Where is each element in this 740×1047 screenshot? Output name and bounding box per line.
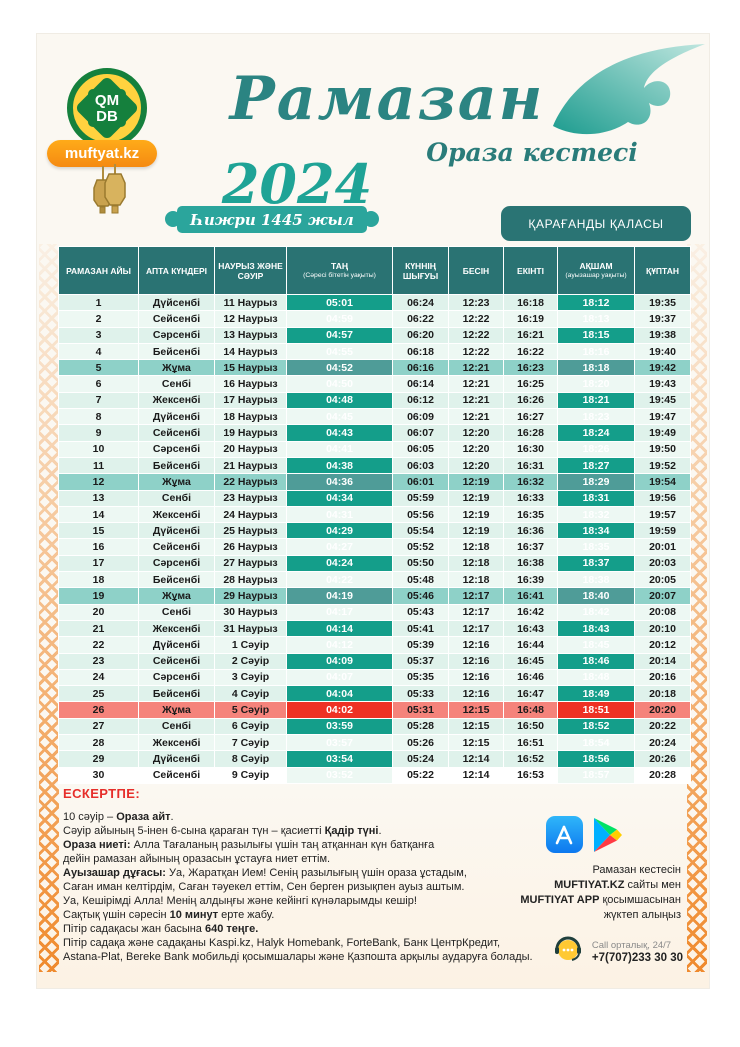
download-line: Рамазан кестесін (592, 864, 681, 876)
download-text: Рамазан кестесін MUFTIYAT.KZ сайты мен MUF… (507, 863, 687, 923)
table-body: 1 Дүйсенбі 11 Наурыз 05:01 06:24 12:23 16:18 18… (58, 293, 691, 784)
table-row-day-18: 18 Бейсенбі 28 Наурыз 04:22 05:48 12:18 16:39 1… (58, 571, 691, 589)
table-row-day-12: 12 Жұма 22 Наурыз 04:36 06:01 12:19 16:32 18:29… (58, 473, 691, 491)
call-number[interactable]: +7(707)233 30 30 (591, 951, 683, 964)
column-header-tan: ТАҢ (Сәресі бітетін уақыты) (286, 246, 393, 295)
table-row-day-19: 19 Жұма 29 Наурыз 04:19 05:46 12:17 16:41 18:40… (58, 587, 691, 605)
muftyat-kz-badge[interactable]: muftyat.kz (47, 140, 157, 167)
page-title: Рамазан (229, 64, 545, 134)
download-line: жүктеп алыңыз (603, 909, 681, 921)
note-line: Пітір садақасы жан басына 640 теңге. (63, 923, 259, 935)
note-line: Ауызашар дұғасы: Уа, Жаратқан Ием! Сенің… (63, 867, 467, 879)
svg-text:DB: DB (96, 108, 118, 125)
download-line: MUFTIYAT.KZ сайты мен (554, 879, 681, 891)
ornament-border-right (687, 244, 707, 972)
column-header-ekinti: ЕКІНТІ (503, 246, 558, 295)
table-row-day-10: 10 Сәрсенбі 20 Наурыз 04:41 06:05 12:20 16:30 1… (58, 440, 691, 458)
notes-section: ЕСКЕРТПЕ: 10 сәуір – Ораза айт. Сәуір айы… (63, 786, 583, 964)
column-header-sunrise: КҮННІҢ ШЫҒУЫ (392, 246, 449, 295)
note-line: 10 сәуір – Ораза айт. (63, 811, 174, 823)
table-row-day-3: 3 Сәрсенбі 13 Наурыз 04:57 06:20 12:22 16:21 18… (58, 326, 691, 344)
column-header-ramadan-day: РАМАЗАН АЙЫ (58, 246, 139, 295)
note-line: Ораза ниеті: Алла Тағаланың разылығы үші… (63, 839, 435, 851)
table-row-day-27: 27 Сенбі 6 Сәуір 03:59 05:28 12:15 16:50 18:52 2… (58, 717, 691, 736)
note-line: Сәуір айының 5-інен 6-сына қараған түн –… (63, 825, 382, 837)
column-header-besin: БЕСІН (448, 246, 504, 295)
table-row-day-16: 16 Сейсенбі 26 Наурыз 04:27 05:52 12:18 16:37 1… (58, 538, 691, 556)
google-play-icon[interactable] (590, 816, 627, 853)
muftyat-kz-label: muftyat.kz (64, 145, 140, 162)
table-header-row: РАМАЗАН АЙЫ АПТА КҮНДЕРІ НАУРЫЗ ЖӘНЕ СӘУІР… (58, 246, 691, 295)
column-header-aqsham: АҚШАМ (ауызашар уақыты) (557, 246, 635, 295)
table-row-day-11: 11 Бейсенбі 21 Наурыз 04:38 06:03 12:20 16:31 1… (58, 456, 691, 475)
table-row-day-22: 22 Дүйсенбі 1 Сәуір 04:12 05:39 12:16 16:44 18:… (58, 636, 691, 654)
table-row-day-5: 5 Жұма 15 Наурыз 04:52 06:16 12:21 16:23 18:18 1… (58, 359, 691, 377)
table-row-day-4: 4 Бейсенбі 14 Наурыз 04:55 06:18 12:22 16:22 18… (58, 342, 691, 361)
call-center-icon (552, 933, 584, 970)
note-line: Astana-Plat, Bereke Bank мобильді қосымш… (63, 951, 533, 963)
city-label: ҚАРАҒАНДЫ ҚАЛАСЫ (528, 216, 664, 231)
table-row-day-8: 8 Дүйсенбі 18 Наурыз 04:45 06:09 12:21 16:27 18… (58, 408, 691, 426)
notes-heading: ЕСКЕРТПЕ: (63, 786, 141, 801)
table-row-day-23: 23 Сейсенбі 2 Сәуір 04:09 05:37 12:16 16:45 18:… (58, 652, 691, 670)
table-row-day-7: 7 Жексенбі 17 Наурыз 04:48 06:12 12:21 16:26 18… (58, 391, 691, 410)
table-row-day-9: 9 Сейсенбі 19 Наурыз 04:43 06:07 12:20 16:28 18… (58, 424, 691, 442)
table-row-day-15: 15 Дүйсенбі 25 Наурыз 04:29 05:54 12:19 16:36 1… (58, 522, 691, 540)
table-row-day-28: 28 Жексенбі 7 Сәуір 03:57 05:26 12:15 16:51 18:… (58, 734, 691, 752)
table-row-day-6: 6 Сенбі 16 Наурыз 04:50 06:14 12:21 16:25 18:20… (58, 375, 691, 393)
table-row-day-30: 30 Сейсенбі 9 Сәуір 03:52 05:22 12:14 16:53 18:… (58, 766, 691, 784)
table-row-day-13: 13 Сенбі 23 Наурыз 04:34 05:59 12:19 16:33 18:3… (58, 489, 691, 507)
table-row-day-24: 24 Сәрсенбі 3 Сәуір 04:07 05:35 12:16 16:46 18:… (58, 668, 691, 687)
hijri-year-ribbon: Һижри 1445 жыл (177, 206, 367, 233)
note-line: Сақтық үшін сәресін 10 минут ерте жабу. (63, 909, 275, 921)
svg-text:QM: QM (95, 92, 119, 109)
call-center-row: Call орталық, 24/7 +7(707)233 30 30 (507, 933, 687, 970)
table-row-day-17: 17 Сәрсенбі 27 Наурыз 04:24 05:50 12:18 16:38 1… (58, 554, 691, 573)
hijri-year-label: Һижри 1445 жыл (190, 210, 354, 229)
notes-lines: 10 сәуір – Ораза айт. Сәуір айының 5-інен… (63, 810, 583, 964)
column-header-quptan: ҚҰПТАН (634, 246, 691, 295)
note-line: Саған иман келтірдім, Саған тәуекел етті… (63, 881, 465, 893)
page-subtitle: Ораза кестесі (426, 138, 638, 167)
lanterns-icon (85, 164, 145, 229)
column-header-weekday: АПТА КҮНДЕРІ (138, 246, 215, 295)
table-row-day-29: 29 Дүйсенбі 8 Сәуір 03:54 05:24 12:14 16:52 18:… (58, 750, 691, 768)
column-header-date: НАУРЫЗ ЖӘНЕ СӘУІР (214, 246, 287, 295)
table-row-day-2: 2 Сейсенбі 12 Наурыз 04:59 06:22 12:22 16:19 18… (58, 310, 691, 328)
footer-right: Рамазан кестесін MUFTIYAT.KZ сайты мен MUF… (507, 816, 687, 970)
prayer-times-table: РАМАЗАН АЙЫ АПТА КҮНДЕРІ НАУРЫЗ ЖӘНЕ СӘУІР… (58, 246, 691, 784)
download-line: MUFTIYAT APP қосымшасынан (520, 894, 681, 906)
call-label: Call орталық, 24/7 (591, 939, 672, 951)
ornament-border-left (39, 244, 59, 972)
table-row-day-21: 21 Жексенбі 31 Наурыз 04:14 05:41 12:17 16:43 1… (58, 619, 691, 638)
ramadan-poster: QM DB muftyat.kz Рамазан Ораза ке (36, 33, 710, 989)
app-store-icon[interactable] (545, 816, 583, 853)
table-row-day-26: 26 Жұма 5 Сәуір 04:02 05:31 12:15 16:48 18:51 20… (58, 701, 691, 719)
wave-ornament (549, 42, 707, 147)
table-row-day-14: 14 Жексенбі 24 Наурыз 04:31 05:56 12:19 16:35 1… (58, 505, 691, 524)
note-line: Уа, Кешірімді Алла! Менің алдыңғы және к… (63, 895, 417, 907)
city-button[interactable]: ҚАРАҒАНДЫ ҚАЛАСЫ (501, 206, 691, 241)
table-row-day-20: 20 Сенбі 30 Наурыз 04:17 05:43 12:17 16:42 18:4… (58, 603, 691, 621)
table-row-day-25: 25 Бейсенбі 4 Сәуір 04:04 05:33 12:16 16:47 18:… (58, 685, 691, 703)
note-line: Пітір садақа және садақаны Kaspi.kz, Hal… (63, 937, 501, 949)
note-line: дейін рамазан айының оразасын ұстауға ни… (63, 853, 331, 865)
table-row-day-1: 1 Дүйсенбі 11 Наурыз 05:01 06:24 12:23 16:18 18… (58, 293, 691, 312)
